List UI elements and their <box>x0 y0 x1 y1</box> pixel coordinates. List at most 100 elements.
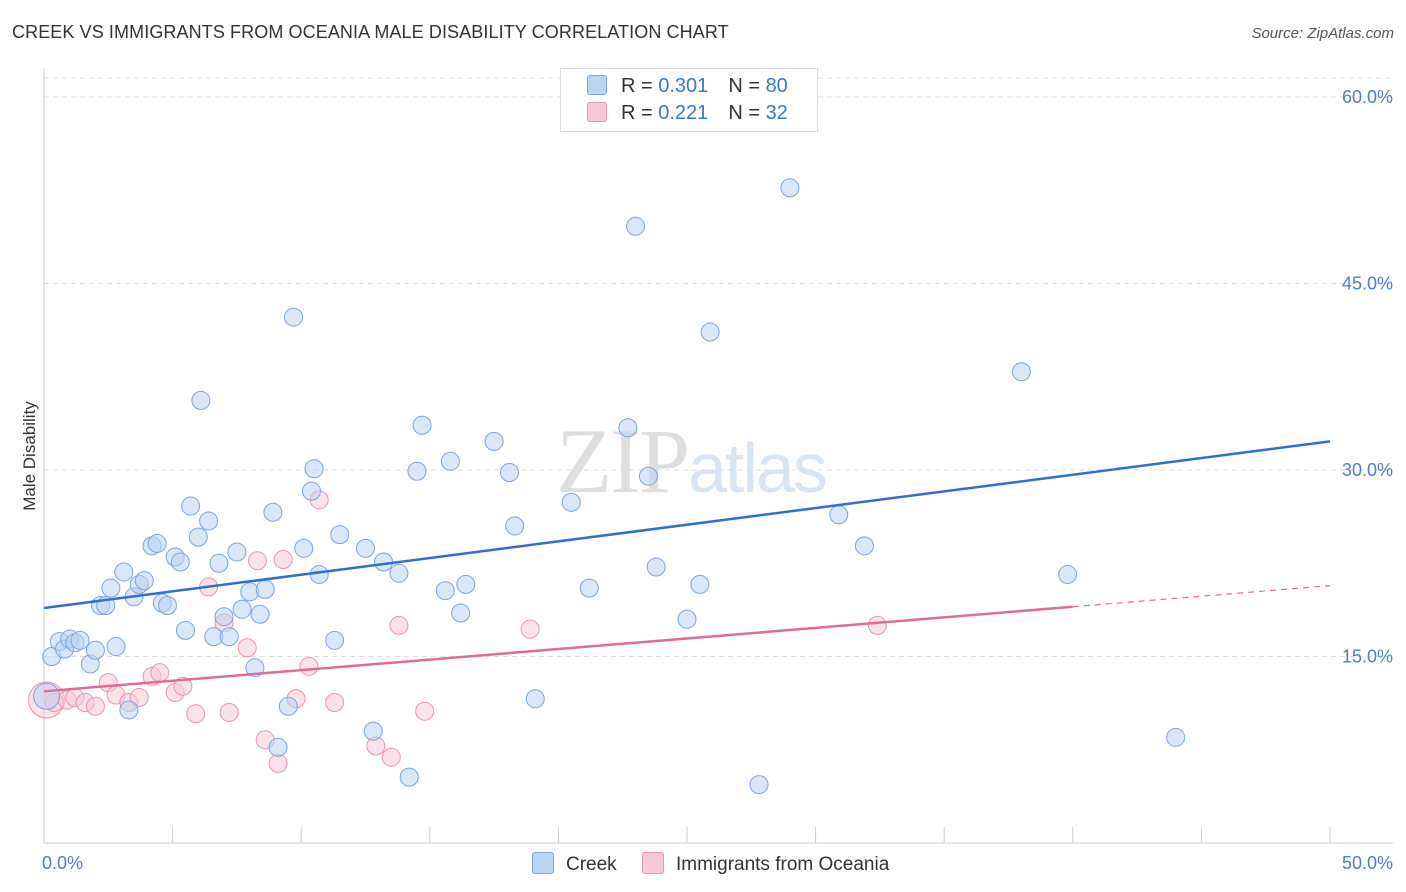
legend-row-creek: R = 0.301 N = 80 <box>587 75 788 98</box>
legend-row-oceania: R = 0.221 N = 32 <box>587 102 788 125</box>
oceania-r-label: R = <box>621 102 659 124</box>
creek-swatch <box>587 75 607 95</box>
trend-lines <box>43 440 1331 693</box>
y-tick-label-1: 30.0% <box>1342 460 1393 480</box>
creek-point <box>646 557 666 577</box>
oceania-point <box>268 753 288 773</box>
oceania-point <box>150 663 170 683</box>
creek-point <box>854 536 874 556</box>
creek-point <box>214 607 234 627</box>
creek-point <box>219 627 239 647</box>
creek-point <box>780 178 800 198</box>
source-label: Source: ZipAtlas.com <box>1251 25 1394 42</box>
oceania-trend-line <box>43 605 1073 693</box>
creek-point <box>626 216 646 236</box>
creek-point <box>134 571 154 591</box>
creek-point <box>363 721 383 741</box>
creek-point <box>263 502 283 522</box>
x-tick-label-min: 0.0% <box>42 853 83 873</box>
creek-n-label: N = <box>728 75 766 97</box>
creek-point <box>232 599 252 619</box>
creek-point <box>181 496 201 516</box>
creek-point <box>85 640 105 660</box>
watermark-atlas: atlas <box>688 429 828 507</box>
creek-point <box>435 581 455 601</box>
oceania-point <box>237 638 257 658</box>
creek-point <box>294 538 314 558</box>
creek-point <box>283 307 303 327</box>
oceania-point <box>299 656 319 676</box>
creek-point <box>412 415 432 435</box>
bottom-legend-oceania: Immigrants from Oceania <box>641 852 890 876</box>
y-axis-label: Male Disability <box>20 401 39 511</box>
creek-point <box>618 418 638 438</box>
creek-points <box>33 178 1186 795</box>
bottom-legend: Creek Immigrants from Oceania <box>532 852 909 876</box>
creek-point <box>175 620 195 640</box>
creek-point <box>456 574 476 594</box>
creek-point <box>119 700 139 720</box>
bottom-creek-swatch <box>532 852 554 874</box>
creek-point <box>1058 564 1078 584</box>
creek-point <box>579 578 599 598</box>
creek-point <box>399 767 419 787</box>
creek-point <box>561 492 581 512</box>
creek-point <box>114 562 134 582</box>
axes <box>43 68 1393 844</box>
creek-point <box>330 525 350 545</box>
creek-point <box>101 578 121 598</box>
creek-point <box>638 466 658 486</box>
creek-point <box>451 603 471 623</box>
creek-point <box>245 658 265 678</box>
creek-point <box>677 609 697 629</box>
oceania-point <box>381 747 401 767</box>
bottom-oceania-swatch <box>641 852 664 874</box>
creek-point <box>106 637 126 657</box>
creek-point <box>70 630 90 650</box>
creek-point <box>250 604 270 624</box>
creek-trend-line <box>43 440 1331 610</box>
creek-point <box>209 553 229 573</box>
oceania-point <box>415 701 435 721</box>
oceania-point <box>247 551 267 571</box>
creek-point <box>170 552 190 572</box>
oceania-point <box>325 693 345 713</box>
oceania-point <box>273 550 293 570</box>
oceania-point <box>129 688 149 708</box>
creek-point <box>188 527 208 547</box>
y-tick-label-3: 60.0% <box>1342 87 1393 107</box>
bottom-creek-label: Creek <box>566 854 617 875</box>
creek-r-value: 0.301 <box>658 75 709 97</box>
creek-point <box>1166 727 1186 747</box>
x-tick-label-max: 50.0% <box>1342 853 1393 873</box>
creek-point <box>505 516 525 536</box>
oceania-point <box>389 615 409 635</box>
creek-point <box>484 431 504 451</box>
creek-point <box>325 630 345 650</box>
bottom-oceania-label: Immigrants from Oceania <box>675 854 890 875</box>
oceania-point <box>186 704 206 724</box>
chart-title: CREEK VS IMMIGRANTS FROM OCEANIA MALE DI… <box>12 22 729 42</box>
creek-point <box>500 462 520 482</box>
creek-point <box>33 682 61 710</box>
creek-point <box>389 563 409 583</box>
creek-point <box>356 538 375 558</box>
y-tick-label-2: 45.0% <box>1342 274 1393 294</box>
oceania-point <box>219 702 239 722</box>
creek-point <box>690 574 710 594</box>
creek-point <box>278 696 298 716</box>
creek-point <box>147 533 167 553</box>
creek-point <box>157 596 177 616</box>
creek-r-label: R = <box>621 75 659 97</box>
creek-point <box>268 737 288 757</box>
creek-point <box>304 459 324 479</box>
creek-point <box>829 505 849 525</box>
creek-point <box>227 542 247 562</box>
creek-point <box>749 775 769 795</box>
creek-point <box>301 481 321 501</box>
y-axis-tick-labels: 15.0% 30.0% 45.0% 60.0% <box>1342 87 1393 667</box>
x-axis-ticks <box>43 827 1331 843</box>
creek-point <box>309 564 329 584</box>
y-tick-label-0: 15.0% <box>1342 647 1393 667</box>
